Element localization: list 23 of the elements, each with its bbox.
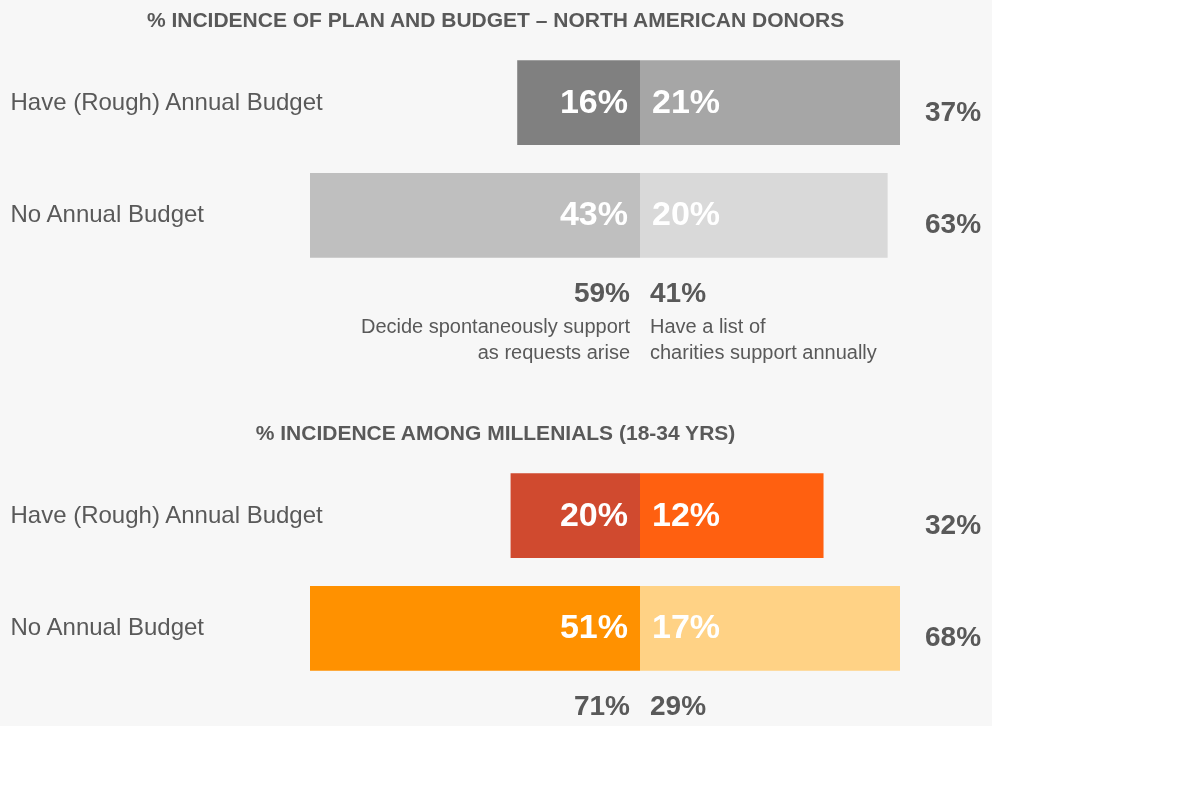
text: 41% (650, 277, 707, 308)
text: 71% (573, 690, 631, 721)
text: 59% (573, 277, 631, 308)
data-label: 16% (559, 81, 628, 120)
y-tick-label: Have (Rough) Annual Budget (10, 500, 324, 528)
chart-title: % INCIDENCE OF PLAN AND BUDGET – NORTH AMERICAN DONORS (146, 8, 845, 31)
text: Have a list of charities support annually (650, 315, 877, 363)
text: 63% (925, 208, 982, 240)
data-label: 21% (652, 81, 721, 120)
text: 29% (650, 690, 707, 721)
chart-title: % INCIDENCE AMONG MILLENIALS (18-34 YRS) (255, 421, 736, 444)
y-tick-label: No Annual Budget (10, 200, 205, 228)
text: Decide spontaneously support as requests arise (360, 315, 631, 363)
y-tick-label: Have (Rough) Annual Budget (10, 87, 324, 115)
text: 37% (925, 95, 982, 127)
data-label: 20% (559, 494, 628, 533)
data-label: 51% (559, 607, 628, 646)
data-label: 12% (652, 494, 721, 533)
data-label: 43% (559, 194, 628, 233)
text: 32% (925, 508, 982, 540)
text: 68% (925, 621, 982, 653)
y-tick-label: No Annual Budget (10, 613, 205, 641)
data-label: 17% (652, 607, 721, 646)
